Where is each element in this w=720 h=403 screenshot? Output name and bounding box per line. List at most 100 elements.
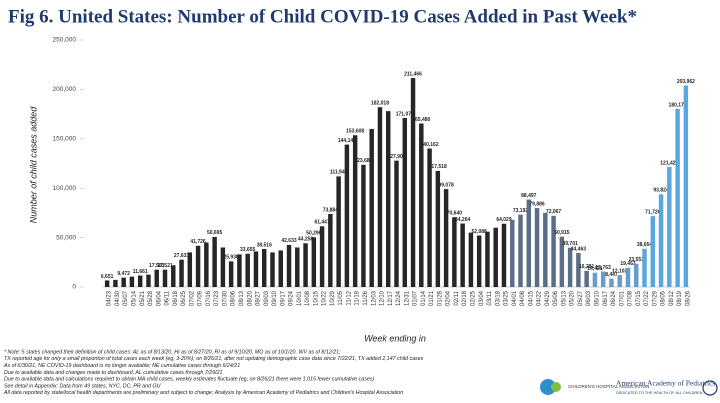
x-tick-label: 12/03 <box>371 290 377 306</box>
bar <box>642 248 647 287</box>
value-label: 99,078 <box>438 182 454 188</box>
value-label: 17,503 <box>149 263 165 269</box>
bar <box>402 117 407 288</box>
x-tick-label: 11/05 <box>338 290 344 305</box>
bar <box>534 208 540 287</box>
bar <box>584 270 589 287</box>
bar <box>121 277 126 287</box>
bar <box>253 251 259 287</box>
x-tick-label: 04/30 <box>115 290 121 306</box>
footnote: * Note: 5 states changed their definitio… <box>4 349 341 355</box>
x-tick-label: 06/17 <box>603 290 609 306</box>
bar <box>576 252 581 287</box>
bar <box>179 259 184 287</box>
value-label: 50,915 <box>554 230 570 236</box>
bar <box>460 223 465 287</box>
bar <box>493 227 498 287</box>
x-tick-label: 09/10 <box>272 290 278 306</box>
footnote: TX reported age for only a small proport… <box>4 356 424 362</box>
value-label: 61,447 <box>314 220 330 226</box>
bar <box>104 280 110 287</box>
bar <box>237 254 242 287</box>
bar <box>419 123 424 287</box>
y-axis-label: Number of child cases added <box>28 106 38 224</box>
x-tick-label: 04/15 <box>528 290 534 306</box>
y-tick-label: 100,000 <box>53 185 77 192</box>
x-tick-label: 10/08 <box>305 290 311 306</box>
bar <box>361 164 366 287</box>
x-tick-label: 02/04 <box>446 290 452 306</box>
aap-tagline: DEDICATED TO THE HEALTH OF ALL CHILDREN <box>616 391 703 395</box>
bar <box>625 267 631 287</box>
x-tick-label: 07/15 <box>636 290 642 306</box>
bar <box>394 160 399 287</box>
x-tick-label: 01/21 <box>429 290 435 306</box>
x-tick-label: 06/11 <box>165 290 171 305</box>
value-label: 50,695 <box>207 230 223 236</box>
x-tick-label: 05/06 <box>553 290 559 306</box>
y-tick-label: 250,000 <box>53 37 77 44</box>
value-label: 42,633 <box>281 238 297 244</box>
x-tick-label: 12/24 <box>396 290 402 306</box>
bar <box>468 232 474 287</box>
bar <box>667 167 672 287</box>
x-tick-label: 03/11 <box>487 290 493 305</box>
x-tick-label: 07/30 <box>222 290 228 306</box>
value-label: 9,472 <box>117 271 130 277</box>
x-tick-label: 04/22 <box>537 290 543 306</box>
bar <box>228 261 234 287</box>
bar <box>609 278 614 287</box>
bar <box>634 263 639 287</box>
x-tick-label: 08/05 <box>661 290 667 306</box>
bar <box>204 242 209 287</box>
value-label: 140,162 <box>421 142 439 148</box>
x-tick-label: 05/14 <box>132 290 138 306</box>
bar <box>551 215 556 287</box>
x-tick-label: 08/13 <box>239 290 245 306</box>
value-label: 50,296 <box>306 231 322 237</box>
bar <box>427 148 432 287</box>
x-tick-label: 05/28 <box>148 290 154 306</box>
value-label: 88,497 <box>521 193 537 199</box>
x-tick-label: 02/18 <box>462 290 468 306</box>
value-label: 14,421 <box>587 266 603 272</box>
x-tick-label: 06/03 <box>586 290 592 306</box>
x-tick-label: 10/15 <box>313 290 319 306</box>
bar <box>286 244 292 287</box>
value-label: 44,258 <box>298 237 314 243</box>
logo-icon <box>551 382 561 392</box>
value-label: 64,029 <box>496 217 512 223</box>
x-tick-label: 12/10 <box>380 290 386 306</box>
value-label: 27,631 <box>174 253 190 259</box>
bar <box>270 252 275 287</box>
bar <box>559 236 565 287</box>
value-label: 72,067 <box>546 209 562 215</box>
x-tick-label: 08/12 <box>669 290 675 306</box>
bar <box>443 189 449 287</box>
x-tick-label: 01/14 <box>421 290 427 306</box>
bar <box>303 243 308 287</box>
footnote: As of 6/30/21, NE COVID-19 dashboard is … <box>3 363 240 369</box>
x-tick-label: 10/01 <box>297 290 303 306</box>
x-tick-label: 07/02 <box>189 290 195 306</box>
value-label: 23,551 <box>629 257 645 263</box>
bar <box>600 271 606 287</box>
bar <box>543 212 548 287</box>
bar <box>592 272 598 287</box>
cha-logo: CHILDREN'S HOSPITAL ASSOCIATION <box>540 379 649 395</box>
x-tick-label: 05/07 <box>123 290 129 306</box>
x-tick-label: 03/25 <box>504 290 510 306</box>
x-tick-label: 04/29 <box>545 290 551 306</box>
x-tick-label: 10/29 <box>330 290 336 306</box>
value-label: 203,962 <box>677 79 695 85</box>
chart-title: Fig 6. United States: Number of Child CO… <box>8 6 637 27</box>
bar <box>278 250 283 287</box>
value-label: 71,726 <box>645 209 661 215</box>
x-tick-label: 01/28 <box>437 290 443 306</box>
x-tick-label: 07/01 <box>619 290 625 306</box>
x-tick-label: 03/04 <box>479 290 485 306</box>
bar <box>658 194 664 287</box>
x-tick-label: 08/19 <box>677 290 683 306</box>
value-label: 123,688 <box>354 158 372 164</box>
value-label: 17,521 <box>157 263 173 269</box>
